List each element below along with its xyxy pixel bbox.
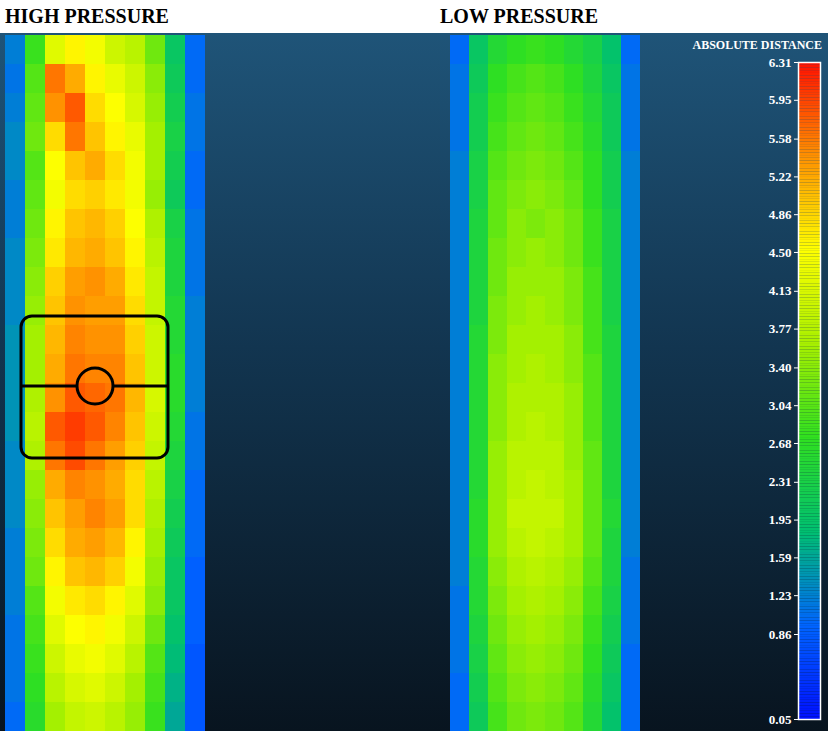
svg-text:4.86: 4.86 [769,207,792,222]
svg-text:1.23: 1.23 [769,588,792,603]
svg-text:0.86: 0.86 [769,627,792,642]
svg-text:5.22: 5.22 [769,169,792,184]
svg-text:1.95: 1.95 [769,512,792,527]
svg-text:3.40: 3.40 [769,360,792,375]
svg-text:5.95: 5.95 [769,92,792,107]
html-text:ABSOLUTE DISTANCE: ABSOLUTE DISTANCE [692,38,822,52]
svg-text:3.04: 3.04 [769,398,792,413]
svg-text:2.31: 2.31 [769,474,792,489]
html-text:HIGH PRESSURE: HIGH PRESSURE [5,5,169,27]
svg-text:4.50: 4.50 [769,245,792,260]
svg-text:0.05: 0.05 [769,712,792,727]
svg-text:1.59: 1.59 [769,550,792,565]
svg-text:5.58: 5.58 [769,131,792,146]
svg-text:2.68: 2.68 [769,436,792,451]
svg-text:4.13: 4.13 [769,283,792,298]
svg-text:6.31: 6.31 [769,55,792,70]
html-text:LOW PRESSURE: LOW PRESSURE [440,5,598,27]
svg-text:3.77: 3.77 [769,321,792,336]
